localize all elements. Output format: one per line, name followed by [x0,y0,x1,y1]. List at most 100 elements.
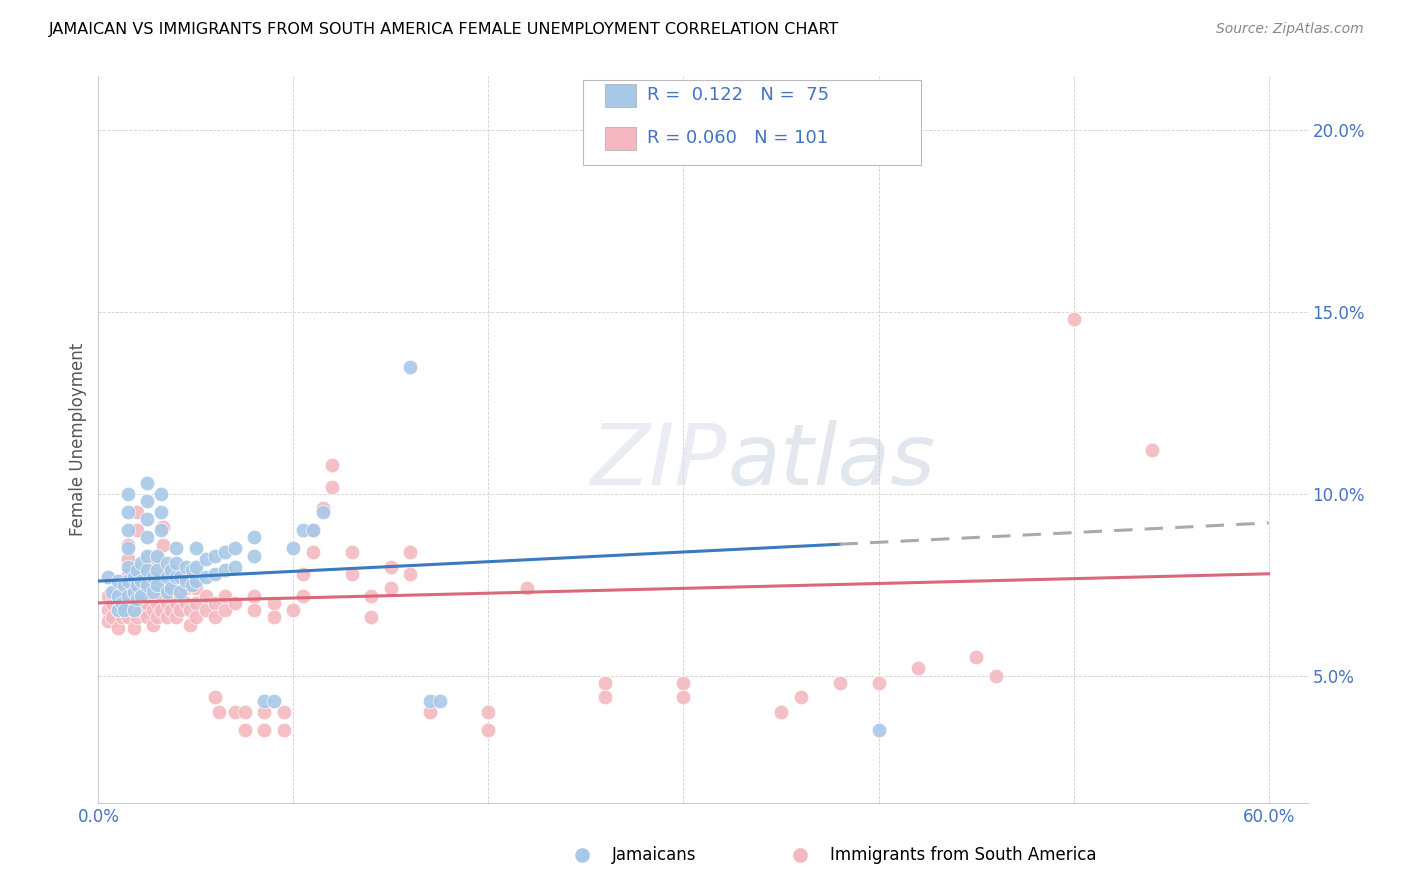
Point [174,574,197,588]
Point [127,582,149,596]
Point [136,563,159,577]
Point [127,578,149,592]
Point [111,596,134,610]
Point [273,723,295,737]
Point [127,523,149,537]
Point [312,501,335,516]
Point [672,676,695,690]
Text: R = 0.060   N = 101: R = 0.060 N = 101 [647,129,828,147]
Point [174,559,197,574]
Point [122,589,145,603]
Point [208,705,231,719]
Point [214,603,236,617]
Point [131,603,153,617]
Point [243,531,266,545]
Point [142,603,165,617]
Point [97,603,120,617]
Point [204,566,226,581]
Point [136,552,159,566]
Point [477,705,499,719]
Point [204,690,226,705]
Point [419,705,441,719]
Point [112,603,135,617]
Point [112,578,135,592]
Point [194,603,217,617]
Point [181,563,204,577]
Point [111,582,134,596]
Point [136,549,159,563]
Point [127,596,149,610]
Point [672,690,695,705]
Point [907,661,929,675]
Point [131,556,153,570]
Point [149,603,172,617]
Point [159,563,181,577]
Point [107,574,129,588]
Point [965,650,987,665]
Point [142,570,165,584]
Y-axis label: Female Unemployment: Female Unemployment [69,343,87,536]
Point [156,582,179,596]
Point [165,541,187,556]
Point [112,589,135,603]
Point [165,582,187,596]
Point [146,549,169,563]
Point [263,694,285,708]
Point [107,589,129,603]
Point [181,578,204,592]
Point [159,589,181,603]
Point [149,523,172,537]
Point [204,549,226,563]
Point [136,475,159,490]
Point [136,531,159,545]
Text: Immigrants from South America: Immigrants from South America [830,847,1097,864]
Point [122,603,145,617]
Point [142,585,165,599]
Point [340,566,363,581]
Point [184,596,207,610]
Point [165,556,187,570]
Point [263,610,285,624]
Point [142,617,165,632]
Point [321,479,343,493]
Point [107,603,129,617]
Point [146,582,169,596]
Point [117,589,139,603]
Point [122,603,145,617]
Point [243,603,266,617]
Point [253,694,276,708]
Point [136,596,159,610]
Point [868,676,890,690]
Point [253,723,276,737]
Point [399,566,422,581]
Point [107,603,129,617]
Point [302,523,325,537]
Point [165,596,187,610]
Point [292,566,315,581]
Point [165,570,187,584]
Point [146,566,169,581]
Point [169,589,191,603]
Point [263,596,285,610]
Point [152,519,174,533]
Point [117,523,139,537]
Point [184,582,207,596]
Point [101,610,124,624]
Point [117,610,139,624]
Point [117,552,139,566]
Point [243,589,266,603]
Point [321,458,343,472]
Point [233,723,256,737]
Point [516,582,538,596]
Point [302,545,325,559]
Point [117,574,139,588]
Point [302,523,325,537]
Point [169,570,191,584]
Point [149,589,172,603]
Point [97,589,120,603]
Point [380,559,402,574]
Point [146,552,169,566]
Point [117,559,139,574]
Point [122,621,145,635]
Point [156,556,179,570]
